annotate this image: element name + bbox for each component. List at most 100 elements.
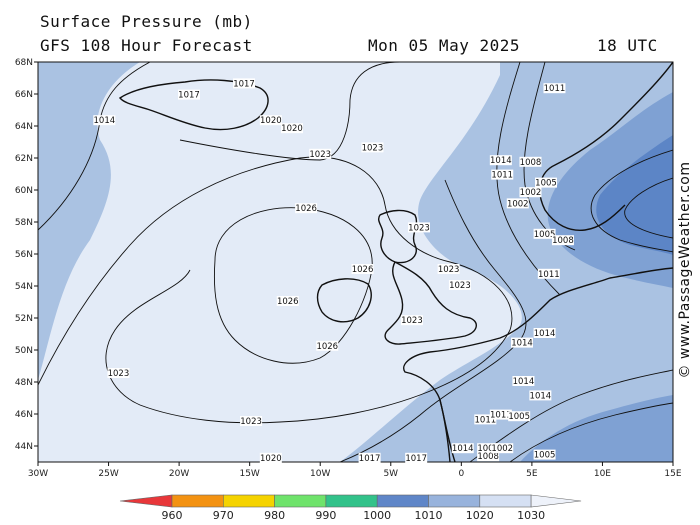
isobar-label-text: 1023 (362, 143, 384, 153)
isobar-label-bg (276, 296, 299, 306)
copyright-watermark: © www.PassageWeather.com (677, 161, 693, 379)
isobar-label-text: 1002 (491, 444, 513, 454)
isobar-1026-ring (213, 207, 373, 364)
isobar-label: 1014 (489, 155, 512, 166)
isobar-label-bg (533, 228, 556, 239)
isobar-label-text: 1014 (490, 156, 512, 166)
map-frame (37, 61, 674, 463)
isobar-label-bg (491, 169, 514, 180)
legend-swatch (274, 494, 327, 508)
lat-tick-label: 60N (15, 186, 33, 196)
lon-tick-label: 10E (594, 469, 611, 479)
legend-level-label: 960 (162, 509, 183, 522)
legend-min-arrow (119, 494, 173, 508)
isobar-label-bg (489, 409, 512, 420)
coast-scotland (378, 209, 418, 264)
legend-swatch (325, 494, 378, 508)
isobar-label-bg (511, 337, 534, 348)
isobar-label-text: 1011 (538, 270, 560, 280)
lon-tick-label: 10W (310, 469, 330, 479)
isobar-label-text: 1023 (108, 369, 130, 379)
isobar-label-bg (93, 115, 116, 126)
isobar-label: 1023 (240, 416, 263, 427)
isobar-label: 1005 (535, 177, 557, 189)
isobar-label: 1008 (477, 443, 500, 454)
isobar-label-bg (551, 235, 574, 246)
lon-tick-label: 15E (664, 469, 681, 479)
isobar-label: 1023 (309, 148, 332, 160)
isobar-label-text: 1026 (295, 204, 317, 214)
isobar-label-text: 1008 (477, 444, 499, 454)
isobar-label-text: 1017 (233, 79, 255, 89)
isobar-label-text: 1014 (534, 329, 556, 339)
lon-tick-label: 0 (458, 469, 464, 479)
isobar-label-text: 1005 (535, 179, 557, 189)
isobar-label: 1014 (93, 115, 116, 126)
legend-swatch (428, 494, 481, 508)
lat-tick-label: 68N (15, 58, 33, 68)
isobar-label-text: 1011 (544, 84, 566, 94)
isobar-label-bg (519, 187, 542, 198)
isobar-label-bg (448, 280, 471, 290)
isobar-label-bg (295, 203, 318, 214)
isobar-label-bg (451, 443, 474, 454)
isobar-label: 1008 (519, 156, 542, 168)
lat-tick-label: 48N (15, 378, 33, 388)
isobar-1008-east (590, 149, 673, 253)
lat-tick-label: 54N (15, 282, 33, 292)
isobar-label-text: 1023 (240, 417, 262, 427)
isobar-label-text: 1002 (507, 199, 529, 209)
legend-swatch (376, 494, 429, 508)
isobar-label: 1020 (281, 123, 303, 134)
isobar-label: 1023 (400, 315, 423, 326)
isobar-label: 1017 (405, 452, 428, 464)
isobar-label: 1011 (474, 414, 497, 425)
isobar-label-bg (281, 123, 303, 134)
isobar-label: 1023 (448, 280, 471, 291)
isobar-label-text: 1005 (534, 451, 556, 461)
isobar-label-bg (358, 452, 381, 463)
isobar-label-bg (316, 340, 339, 351)
isobar-label: 1011 (543, 83, 566, 94)
isobar-label-text: 1011 (475, 415, 497, 425)
isobar-label-text: 1020 (281, 124, 303, 134)
lon-tick-label: 30W (28, 469, 48, 479)
isobar-label: 1017 (358, 452, 381, 464)
isobar-label: 1017 (177, 89, 200, 101)
isobar-label: 1023 (107, 368, 130, 379)
legend-swatch (223, 494, 275, 508)
isobar-label-text: 1005 (508, 412, 530, 422)
isobar-label-bg (491, 443, 514, 454)
isobar-label-text: 1008 (552, 236, 574, 246)
isobar-label: 1005 (533, 228, 556, 240)
lat-tick-label: 62N (15, 154, 33, 164)
isobar-label-bg (489, 155, 512, 166)
isobar-label-bg (519, 156, 542, 167)
isobar-label: 1002 (491, 443, 514, 454)
lat-tick-label: 46N (15, 410, 33, 420)
legend-level-label: 1010 (415, 509, 443, 522)
isobar-label-bg (177, 89, 200, 100)
isobar-label-text: 1014 (452, 444, 474, 454)
isobar-label: 1026 (295, 203, 318, 214)
isobar-label-text: 1011 (491, 171, 513, 181)
lat-tick-label: 58N (15, 218, 33, 228)
isobar-label-bg (240, 416, 263, 426)
coast-norway (539, 62, 673, 232)
isobar-label: 1017 (233, 78, 256, 89)
isobar-label-bg (474, 414, 497, 425)
map-plot-area (38, 62, 673, 462)
high-pressure-region (38, 62, 522, 462)
legend-max-arrow (530, 494, 582, 508)
forecast-time: 18 UTC (597, 36, 658, 55)
isobar-label-text: 1014 (513, 377, 535, 387)
coast-iceland (118, 79, 269, 131)
coast-continent (403, 267, 673, 462)
isobar-label-text: 1008 (520, 158, 542, 168)
lat-tick-label: 52N (15, 314, 33, 324)
isobar-label-bg (535, 177, 557, 188)
isobar-label-text: 1008 (477, 452, 499, 462)
isobar-label-text: 1017 (359, 454, 381, 464)
